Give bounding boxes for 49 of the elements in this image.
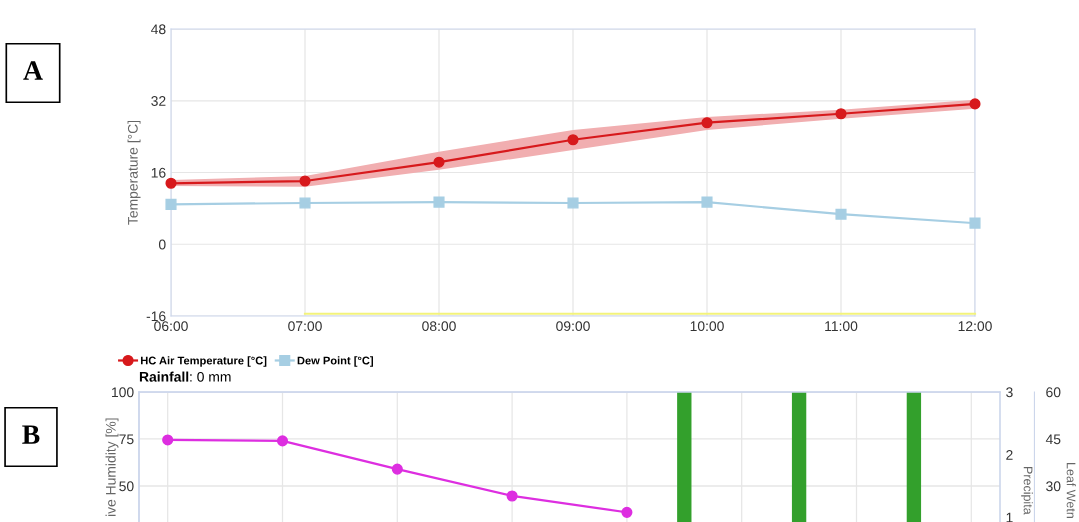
point <box>969 217 981 229</box>
y3-tick-label: 45 <box>1045 434 1061 445</box>
point <box>506 490 518 502</box>
point <box>433 156 445 168</box>
y2-tick-label: 2 <box>1006 450 1013 460</box>
y-tick-label: 0 <box>158 239 166 250</box>
chart-title: Rainfall: 0 mm <box>139 371 231 382</box>
point <box>701 117 713 129</box>
y-tick-label: 100 <box>112 387 134 398</box>
point <box>299 197 311 209</box>
point <box>391 463 403 475</box>
point <box>835 108 847 120</box>
y-tick-label: 50 <box>119 481 134 492</box>
y-axis-title: ive Humidity [%] <box>105 418 119 517</box>
x-tick-label: 10:00 <box>690 321 724 332</box>
y-tick-label: 32 <box>151 96 166 106</box>
x-tick-label: 09:00 <box>556 321 590 332</box>
point <box>567 134 579 146</box>
x-tick-label: 12:00 <box>958 321 992 332</box>
point <box>621 506 633 518</box>
point <box>567 197 579 209</box>
y3-tick-label: 30 <box>1046 481 1061 492</box>
x-tick-label: 08:00 <box>422 321 456 332</box>
text: B <box>22 425 40 444</box>
text: A <box>23 61 43 80</box>
y-axis-title: Temperature [°C] <box>127 120 141 225</box>
y2-axis-title: Precipita <box>1021 467 1033 515</box>
point <box>835 208 847 220</box>
point <box>165 198 177 210</box>
y-tick-label: 48 <box>151 24 166 35</box>
point <box>299 175 311 187</box>
point <box>433 196 445 208</box>
x-tick-label: 07:00 <box>288 321 322 332</box>
y-tick-label: 16 <box>151 167 166 178</box>
y3-tick-label: 60 <box>1046 387 1061 398</box>
legend-label: Dew Point [°C] <box>297 356 373 367</box>
y2-tick-label: 1 <box>1006 512 1013 522</box>
y3-axis-title: Leaf Wetn <box>1066 463 1076 518</box>
x-tick-label: 06:00 <box>154 321 188 332</box>
point <box>701 196 713 208</box>
point <box>969 98 981 110</box>
y-tick-label: 75 <box>119 434 134 445</box>
x-tick-label: 11:00 <box>825 321 858 332</box>
point <box>165 177 177 189</box>
y-tick-label: -16 <box>146 311 166 322</box>
point <box>162 434 174 446</box>
legend-label: HC Air Temperature [°C] <box>141 356 267 367</box>
point <box>276 435 289 447</box>
y2-tick-label: 3 <box>1006 387 1013 398</box>
